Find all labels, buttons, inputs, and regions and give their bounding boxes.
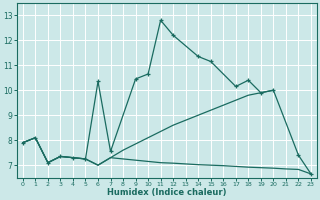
X-axis label: Humidex (Indice chaleur): Humidex (Indice chaleur) <box>107 188 227 197</box>
